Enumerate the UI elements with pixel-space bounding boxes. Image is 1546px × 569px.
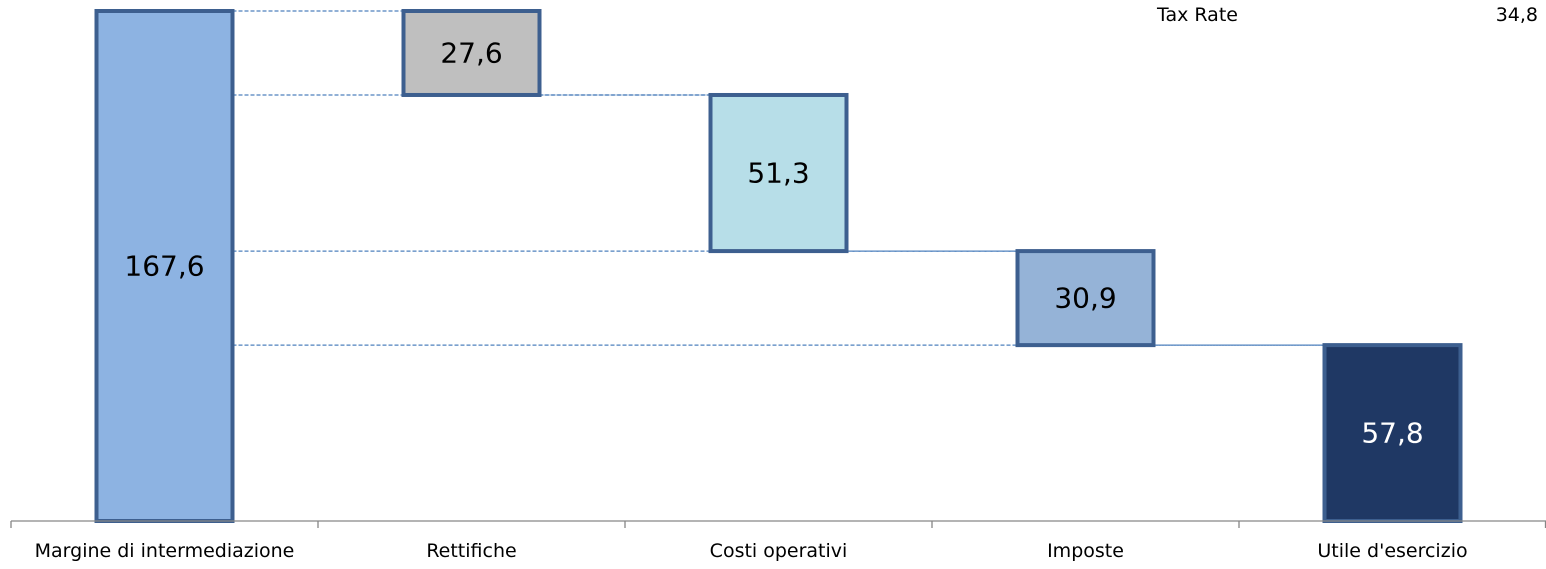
bar-value-label: 30,9 [1054, 282, 1116, 315]
x-axis-tick-label: Margine di intermediazione [35, 540, 295, 562]
x-axis-tick-labels: Margine di intermediazione Rettifiche Cost… [35, 540, 1468, 562]
bar-value-label: 51,3 [747, 157, 809, 190]
bar-labels: 167,6 27,6 51,3 30,9 57,8 [124, 36, 1423, 449]
bar [708, 92, 849, 254]
tax-rate-label: Tax Rate [1157, 4, 1238, 26]
x-axis-ticks [10, 521, 1546, 528]
bars [94, 9, 1463, 523]
bar-value-label: 27,6 [440, 36, 502, 69]
bar [1015, 249, 1156, 348]
bar-value-label: 57,8 [1361, 417, 1423, 450]
x-axis-tick-label: Rettifiche [426, 540, 516, 562]
x-axis-tick-label: Utile d'esercizio [1317, 540, 1467, 562]
x-axis-tick-label: Costi operativi [710, 540, 848, 562]
bar [1322, 343, 1463, 523]
bar-value-label: 167,6 [124, 250, 204, 283]
x-axis-tick-label: Imposte [1047, 540, 1124, 562]
bar [401, 9, 542, 97]
tax-rate-value: 34,8 [1495, 4, 1538, 26]
